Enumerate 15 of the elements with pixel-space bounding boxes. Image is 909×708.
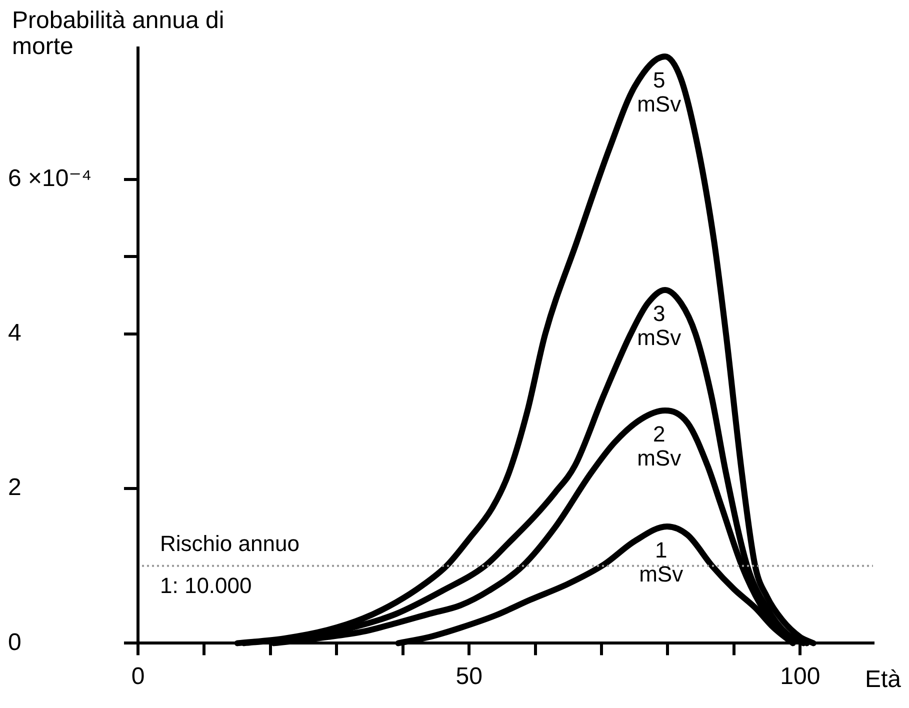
series-label: 5 mSv (637, 68, 682, 117)
series-label: 3 mSv (637, 301, 682, 350)
x-axis-title: Età (864, 666, 901, 694)
y-tick-label: 4 (8, 320, 22, 347)
x-tick-label: 50 (456, 663, 482, 690)
y-tick-label: 0 (8, 628, 22, 656)
y-tick-label: 6 (8, 165, 22, 192)
ref-line-label: Rischio annuo 1: 10.000 (160, 530, 300, 598)
y-axis-title: Probabilità annua di morte (12, 7, 226, 60)
y-tick-label: 2 (8, 474, 22, 502)
text: ×10⁻⁴ (28, 165, 92, 192)
x-tick-label: 100 (780, 663, 820, 690)
series-label: 1 mSv (639, 538, 684, 587)
x-tick-label: 0 (131, 663, 145, 690)
series-label: 2 mSv (637, 422, 682, 471)
